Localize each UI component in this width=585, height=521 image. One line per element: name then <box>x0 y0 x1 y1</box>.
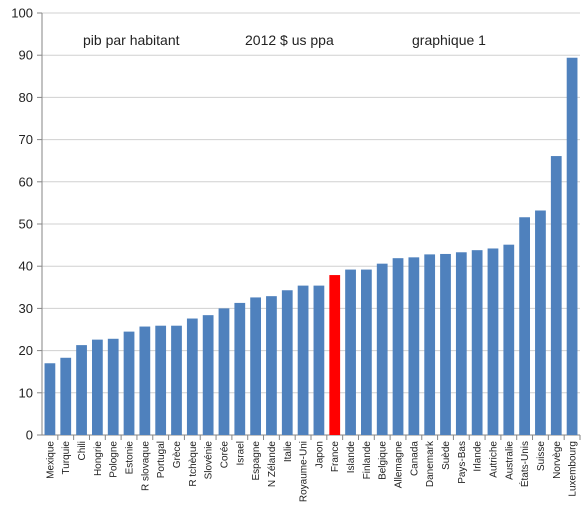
bar <box>171 325 182 435</box>
bar <box>408 257 420 435</box>
bar <box>76 345 87 435</box>
x-category-label: Luxembourg <box>568 441 579 497</box>
bar <box>487 248 499 435</box>
bar <box>329 275 341 435</box>
bar <box>297 285 309 435</box>
x-category-label: Allemagne <box>394 441 405 489</box>
bar <box>519 217 530 435</box>
x-category-label: Autriche <box>488 441 499 478</box>
bar <box>392 258 404 435</box>
x-category-label: Estonie <box>125 441 136 475</box>
x-category-label: Grèce <box>172 441 183 469</box>
x-category-label: Chili <box>77 441 88 460</box>
x-category-label: Belgique <box>378 441 389 480</box>
x-category-label: Slovénie <box>204 441 215 480</box>
y-tick-label: 80 <box>19 90 33 105</box>
x-category-label: Finlande <box>362 441 373 480</box>
y-tick-label: 40 <box>19 259 33 274</box>
bar <box>566 57 578 436</box>
x-category-label: États-Unis <box>518 441 531 487</box>
bar <box>455 252 467 435</box>
bar <box>424 254 436 435</box>
y-tick-label: 100 <box>11 6 33 21</box>
x-category-label: Espagne <box>251 441 262 481</box>
axes: 0 10 20 30 40 50 60 70 80 90 100 Mexique Turquie Chil… <box>11 6 581 502</box>
bar <box>202 315 214 435</box>
annotation-gdp: pib par habitant <box>83 32 180 48</box>
bar <box>155 325 167 435</box>
bar <box>345 269 356 435</box>
bar <box>234 302 246 435</box>
bar <box>376 263 388 435</box>
bar <box>281 290 293 435</box>
x-category-label: R tchèque <box>188 441 199 487</box>
y-tick-label: 10 <box>19 385 33 400</box>
y-tick-label: 30 <box>19 301 33 316</box>
bar <box>92 339 103 435</box>
y-tick-label: 0 <box>26 428 33 443</box>
bar <box>471 250 483 435</box>
bar <box>107 338 119 435</box>
bar <box>361 269 372 435</box>
x-category-label: Israel <box>235 441 246 465</box>
x-category-label: Portugal <box>156 441 167 478</box>
bar <box>503 244 515 435</box>
x-category-label: Canada <box>409 441 420 476</box>
y-tick-label: 50 <box>19 217 33 232</box>
x-category-label: Pologne <box>109 441 120 478</box>
bar <box>535 210 546 435</box>
x-category-label: Hongrie <box>93 441 104 476</box>
x-category-label: Pays-Bas <box>457 441 468 484</box>
x-category-label: Japon <box>314 441 325 468</box>
bar <box>139 326 151 435</box>
x-category-label: Australie <box>504 441 515 480</box>
bar <box>250 297 261 435</box>
y-tick-label: 70 <box>19 132 33 147</box>
x-category-label: France <box>330 441 341 473</box>
annotations: pib par habitant 2012 $ us ppa graphique… <box>83 32 486 48</box>
bars <box>44 57 578 436</box>
y-tick-label: 60 <box>19 174 33 189</box>
x-category-label: Corée <box>219 441 230 469</box>
bar <box>550 156 562 436</box>
x-category-label: Norvège <box>552 441 563 479</box>
y-tick-label: 20 <box>19 343 33 358</box>
bar <box>440 253 451 435</box>
annotation-unit: 2012 $ us ppa <box>245 32 334 48</box>
bar <box>123 331 135 435</box>
bar <box>60 357 72 435</box>
y-tick-label: 90 <box>19 48 33 63</box>
bar <box>44 363 56 435</box>
x-category-label: Turquie <box>61 441 72 475</box>
x-category-label: Italie <box>283 441 294 463</box>
bar <box>266 296 277 435</box>
annotation-figure: graphique 1 <box>412 32 486 48</box>
x-category-label: R slovaque <box>140 441 151 491</box>
x-category-label: Danemark <box>425 440 436 487</box>
x-category-label: Mexique <box>45 441 56 479</box>
bar <box>313 285 325 435</box>
x-category-label: N Zélande <box>267 441 278 488</box>
x-category-label: Suisse <box>536 441 547 471</box>
bar <box>186 318 198 435</box>
x-category-label: Suède <box>441 441 452 470</box>
bar <box>218 308 230 435</box>
x-category-label: Irlande <box>473 441 484 472</box>
x-category-label: Islande <box>346 441 357 474</box>
x-category-label: Royaume-Uni <box>299 441 310 502</box>
